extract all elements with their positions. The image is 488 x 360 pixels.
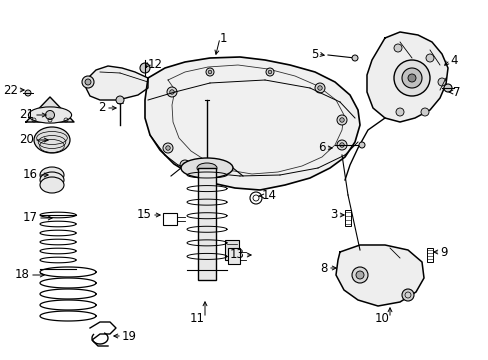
Bar bbox=[163, 213, 177, 225]
Ellipse shape bbox=[163, 143, 173, 153]
Text: 4: 4 bbox=[449, 54, 457, 67]
Ellipse shape bbox=[40, 177, 64, 193]
Text: 14: 14 bbox=[262, 189, 276, 202]
Ellipse shape bbox=[401, 68, 421, 88]
Ellipse shape bbox=[443, 84, 451, 92]
Ellipse shape bbox=[420, 108, 428, 116]
Bar bbox=[227, 248, 240, 264]
Ellipse shape bbox=[351, 55, 357, 61]
Text: 15: 15 bbox=[137, 208, 152, 221]
Text: 3: 3 bbox=[330, 208, 337, 221]
Ellipse shape bbox=[393, 44, 401, 52]
Ellipse shape bbox=[208, 70, 211, 74]
Ellipse shape bbox=[339, 118, 344, 122]
Text: 2: 2 bbox=[98, 102, 106, 114]
Bar bbox=[345, 210, 350, 226]
Ellipse shape bbox=[336, 140, 346, 150]
Bar bbox=[224, 240, 239, 260]
Ellipse shape bbox=[314, 83, 325, 93]
Ellipse shape bbox=[336, 115, 346, 125]
Ellipse shape bbox=[140, 63, 150, 73]
Polygon shape bbox=[26, 97, 74, 122]
Text: 7: 7 bbox=[452, 85, 460, 99]
Polygon shape bbox=[335, 245, 423, 306]
Text: 12: 12 bbox=[148, 58, 163, 72]
Ellipse shape bbox=[40, 172, 64, 188]
Text: 19: 19 bbox=[122, 329, 137, 342]
Ellipse shape bbox=[395, 108, 403, 116]
Ellipse shape bbox=[34, 127, 70, 153]
Ellipse shape bbox=[355, 271, 363, 279]
Ellipse shape bbox=[205, 68, 214, 76]
Text: 17: 17 bbox=[23, 211, 38, 225]
Text: 5: 5 bbox=[310, 48, 317, 60]
Text: 1: 1 bbox=[220, 31, 227, 45]
Ellipse shape bbox=[183, 163, 187, 167]
Ellipse shape bbox=[197, 163, 217, 173]
Ellipse shape bbox=[425, 54, 433, 62]
Bar bbox=[198, 168, 216, 280]
Text: 18: 18 bbox=[15, 269, 30, 282]
Polygon shape bbox=[366, 32, 447, 122]
Ellipse shape bbox=[393, 60, 429, 96]
Ellipse shape bbox=[265, 68, 273, 76]
Text: 10: 10 bbox=[374, 311, 389, 324]
Ellipse shape bbox=[116, 96, 124, 104]
Ellipse shape bbox=[358, 142, 364, 148]
Text: 8: 8 bbox=[320, 261, 327, 274]
Text: 20: 20 bbox=[19, 134, 34, 147]
Ellipse shape bbox=[267, 70, 271, 74]
Text: 9: 9 bbox=[439, 246, 447, 258]
Text: 16: 16 bbox=[23, 168, 38, 181]
Ellipse shape bbox=[45, 111, 54, 120]
Ellipse shape bbox=[85, 79, 91, 85]
Text: 13: 13 bbox=[230, 248, 244, 261]
Ellipse shape bbox=[180, 160, 190, 170]
Polygon shape bbox=[86, 66, 148, 100]
Text: 11: 11 bbox=[190, 311, 204, 324]
Ellipse shape bbox=[401, 289, 413, 301]
Ellipse shape bbox=[28, 107, 71, 123]
Text: 22: 22 bbox=[3, 84, 18, 96]
Ellipse shape bbox=[351, 267, 367, 283]
Ellipse shape bbox=[82, 76, 94, 88]
Text: 21: 21 bbox=[19, 108, 34, 121]
Ellipse shape bbox=[40, 167, 64, 183]
Ellipse shape bbox=[167, 87, 177, 97]
Text: 6: 6 bbox=[318, 141, 325, 154]
Ellipse shape bbox=[317, 86, 322, 90]
Polygon shape bbox=[145, 57, 359, 190]
Bar bbox=[426, 248, 432, 262]
Ellipse shape bbox=[169, 90, 174, 94]
Ellipse shape bbox=[25, 90, 31, 96]
Ellipse shape bbox=[181, 158, 232, 178]
Ellipse shape bbox=[437, 78, 445, 86]
Ellipse shape bbox=[407, 74, 415, 82]
Ellipse shape bbox=[165, 146, 170, 150]
Ellipse shape bbox=[339, 143, 344, 147]
